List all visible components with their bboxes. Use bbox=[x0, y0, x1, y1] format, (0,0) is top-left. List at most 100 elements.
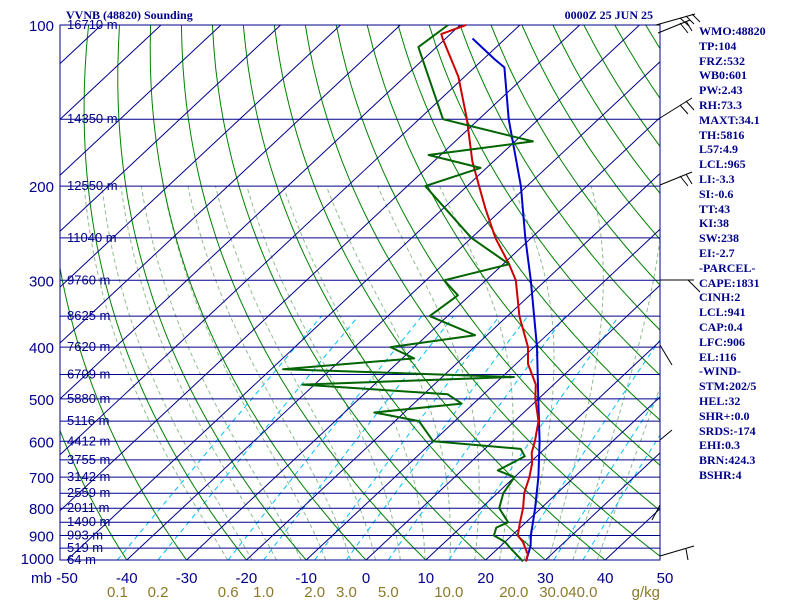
dry-adiabat-line bbox=[366, 24, 661, 466]
mixing-ratio-line bbox=[157, 315, 359, 561]
moist-adiabat-line bbox=[83, 186, 229, 561]
wind-barbs bbox=[651, 13, 701, 561]
moist-adiabat-line bbox=[377, 185, 480, 561]
wind-barb-flag bbox=[679, 22, 689, 34]
stat-item: PW:2.43 bbox=[699, 83, 743, 98]
stat-item: SW:238 bbox=[699, 231, 740, 246]
stat-item: BSHR:4 bbox=[699, 467, 742, 482]
wind-barb-shaft bbox=[659, 344, 673, 366]
stat-item: LFC:906 bbox=[699, 334, 745, 349]
isotherm-line bbox=[59, 24, 281, 232]
stat-item: EHI:0.3 bbox=[699, 438, 741, 453]
dry-adiabat-line bbox=[552, 24, 661, 194]
dry-adiabat-line bbox=[490, 24, 661, 286]
mixing-ratio-line bbox=[263, 315, 455, 561]
temperature-tick-label: -20 bbox=[236, 570, 258, 587]
height-label: 2011 m bbox=[67, 500, 109, 515]
plot-frame bbox=[59, 24, 661, 561]
stat-item: LI:-3.3 bbox=[699, 171, 735, 186]
wind-barb-shaft bbox=[651, 504, 661, 521]
stat-item: TH:5816 bbox=[699, 127, 745, 142]
temperature-tick-label: 20 bbox=[477, 570, 494, 587]
wind-barb-flag bbox=[685, 100, 695, 111]
sounding-profiles bbox=[282, 24, 541, 563]
stat-item: TP:104 bbox=[699, 38, 737, 53]
stat-item: RH:73.3 bbox=[699, 97, 742, 112]
isotherm-line bbox=[59, 24, 461, 400]
height-label: 1490 m bbox=[67, 514, 110, 529]
pressure-labels: 100 200 300 400 500 600 700 800 900 1000 mb bbox=[21, 18, 54, 587]
temperature-tick-label: -50 bbox=[56, 570, 78, 587]
pressure-tick-label: 700 bbox=[29, 470, 54, 487]
stat-item: SI:-0.6 bbox=[699, 186, 734, 201]
wind-barb-flag bbox=[679, 104, 689, 115]
stat-item: SRDS:-174 bbox=[699, 423, 756, 438]
temperature-tick-label: 50 bbox=[657, 570, 674, 587]
height-label: 14350 m bbox=[67, 111, 118, 126]
height-label: 7620 m bbox=[67, 339, 110, 354]
wind-barb-shaft bbox=[657, 19, 691, 34]
dry-adiabat-line bbox=[59, 430, 128, 561]
mixing-ratio-tick-label: 0.2 bbox=[148, 584, 169, 600]
pressure-tick-label: 300 bbox=[29, 273, 54, 290]
wind-barb-shaft bbox=[659, 545, 695, 557]
height-label: 3755 m bbox=[67, 452, 110, 467]
temperature-labels: -50 -40 -30 -20 -10 0 10 20 30 40 50 bbox=[56, 570, 673, 587]
temperature-tick-label: 10 bbox=[417, 570, 434, 587]
height-label: 993 m bbox=[67, 528, 103, 543]
dewpoint-profile-line bbox=[282, 24, 534, 563]
stat-item: KI:38 bbox=[699, 216, 729, 231]
pressure-tick-label: 1000 bbox=[21, 551, 54, 568]
moist-adiabat-line bbox=[596, 387, 661, 561]
stat-item: BRN:424.3 bbox=[699, 453, 756, 468]
temperature-tick-label: -40 bbox=[116, 570, 138, 587]
isotherm-line bbox=[305, 228, 661, 561]
mixing-ratio-tick-label: 20.0 bbox=[499, 584, 528, 600]
parcel-trace-line bbox=[471, 37, 541, 562]
mixing-ratio-tick-label: 0.6 bbox=[218, 584, 239, 600]
mixing-ratio-tick-label: 5.0 bbox=[378, 584, 399, 600]
temperature-tick-label: 30 bbox=[537, 570, 554, 587]
dry-adiabat-line bbox=[583, 24, 661, 147]
plot-border bbox=[59, 24, 661, 561]
stat-item: L57:4.9 bbox=[699, 142, 738, 157]
wind-barb-flag bbox=[687, 279, 701, 293]
wind-barb-shaft bbox=[659, 429, 673, 441]
moist-adiabat-line bbox=[572, 238, 661, 561]
moist-adiabat-line bbox=[187, 185, 351, 561]
isotherm-line bbox=[425, 340, 661, 561]
height-label: 5116 m bbox=[67, 413, 109, 428]
stat-item: FRZ:532 bbox=[699, 53, 745, 68]
wind-barb-flag bbox=[679, 175, 689, 187]
wind-barb-flag bbox=[691, 13, 701, 23]
mixing-ratio-labels: 0.1 0.2 0.6 1.0 2.0 3.0 5.0 10.0 20.0 30.0 40.0 g/k… bbox=[107, 584, 660, 600]
mixing-ratio-tick-label: 30.0 bbox=[539, 584, 568, 600]
wind-barb-flag bbox=[685, 548, 689, 561]
stat-item: MAXT:34.1 bbox=[699, 112, 760, 127]
pressure-unit-label: mb bbox=[31, 570, 52, 587]
isotherm-line bbox=[59, 24, 521, 456]
height-label: 519 m bbox=[67, 540, 103, 555]
pressure-tick-label: 600 bbox=[29, 434, 54, 451]
stat-item: HEL:32 bbox=[699, 393, 741, 408]
height-label: 16710 m bbox=[67, 17, 118, 32]
temperature-tick-label: 0 bbox=[362, 570, 370, 587]
isotherm-line bbox=[59, 24, 401, 344]
isotherm-line bbox=[365, 284, 661, 561]
temperature-profile-line bbox=[440, 24, 540, 562]
height-label: 4412 m bbox=[67, 433, 110, 448]
dry-adiabat-line bbox=[304, 24, 661, 557]
pressure-tick-label: 400 bbox=[29, 340, 54, 357]
dry-adiabat-line bbox=[335, 24, 661, 511]
stat-item: -PARCEL- bbox=[699, 260, 756, 275]
pressure-tick-label: 100 bbox=[29, 18, 54, 35]
mixing-ratio-tick-label: 0.1 bbox=[107, 584, 128, 600]
stat-item: WMO:48820 bbox=[699, 24, 766, 38]
height-labels: 16710 m 14350 m 12550 m 11040 m 9760 m 8625 m… bbox=[67, 17, 118, 567]
mixing-ratio-line bbox=[387, 315, 566, 561]
height-label: 5880 m bbox=[67, 391, 110, 406]
stat-item: CINH:2 bbox=[699, 290, 741, 305]
mixing-ratio-tick-label: 40.0 bbox=[568, 584, 597, 600]
mixing-ratio-tick-label: 3.0 bbox=[336, 584, 357, 600]
height-label: 2559 m bbox=[67, 485, 110, 500]
